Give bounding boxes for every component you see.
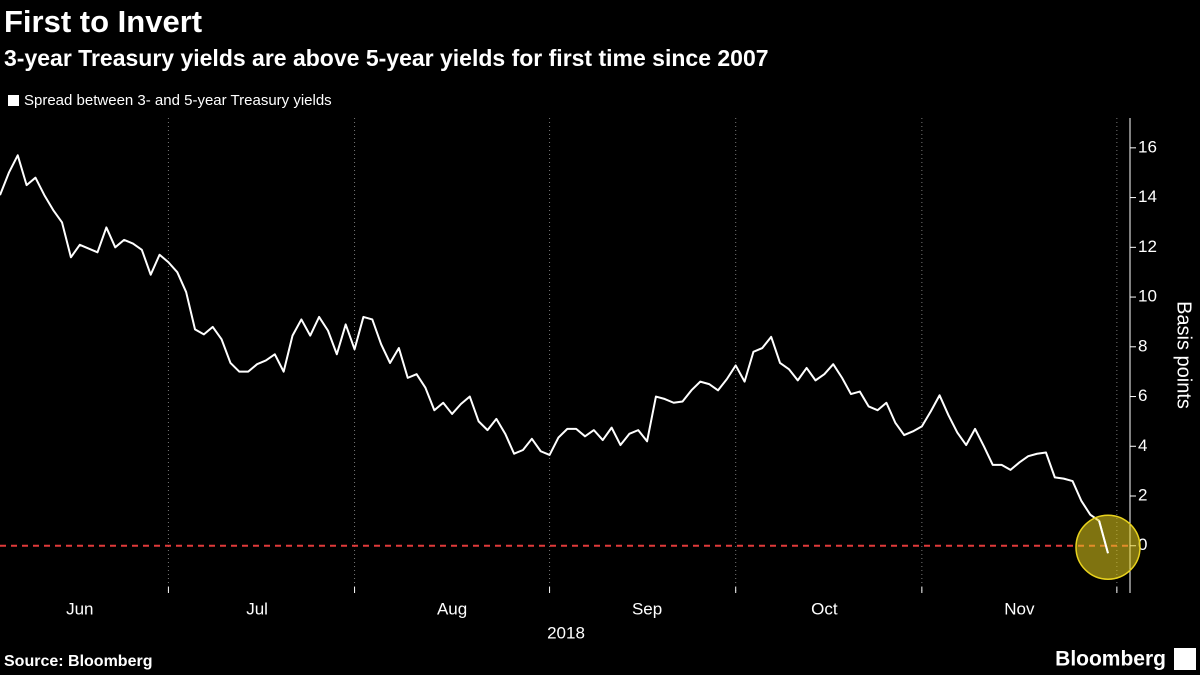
y-tick-label: 8 (1138, 336, 1147, 355)
y-tick-label: 10 (1138, 287, 1157, 306)
x-tick-label: Sep (632, 599, 662, 618)
y-axis-label: Basis points (1173, 301, 1195, 409)
y-tick-label: 16 (1138, 137, 1157, 156)
chart-title: First to Invert (4, 4, 202, 39)
logo: Bloomberg (1055, 648, 1166, 671)
logo-icon (1174, 648, 1196, 670)
line-series (0, 154, 1109, 554)
y-tick-label: 2 (1138, 485, 1147, 504)
legend-label: Spread between 3- and 5-year Treasury yi… (24, 92, 332, 109)
x-tick-label: Aug (437, 599, 467, 618)
x-tick-label: Jun (66, 599, 93, 618)
y-tick-label: 6 (1138, 386, 1147, 405)
chart-subtitle: 3-year Treasury yields are above 5-year … (4, 45, 769, 71)
legend-swatch (8, 95, 19, 106)
x-tick-label: Oct (811, 599, 838, 618)
line-series-end (1098, 520, 1109, 554)
highlight-circle (1075, 514, 1141, 580)
source: Source: Bloomberg (4, 653, 152, 670)
y-tick-label: 12 (1138, 237, 1157, 256)
x-axis-label: 2018 (547, 623, 585, 642)
x-tick-label: Jul (246, 599, 268, 618)
x-tick-label: Nov (1004, 599, 1035, 618)
y-tick-label: 4 (1138, 436, 1147, 455)
y-tick-label: 0 (1138, 535, 1147, 554)
y-tick-label: 14 (1138, 187, 1157, 206)
